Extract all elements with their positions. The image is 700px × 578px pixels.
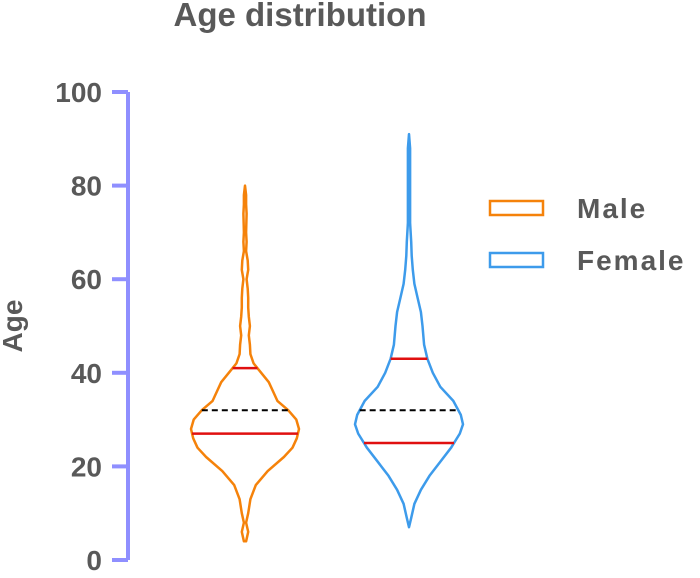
y-tick-label: 20 [71, 451, 102, 482]
violin-outline [353, 132, 465, 529]
y-tick-label: 100 [55, 77, 102, 108]
violin-outline [189, 184, 301, 543]
y-axis-title: Age [0, 300, 28, 353]
legend-label-male: Male [577, 193, 647, 224]
y-tick-label: 60 [71, 264, 102, 295]
legend: Male Female [488, 193, 686, 276]
legend-label-female: Female [577, 245, 686, 276]
y-tick-label: 0 [86, 545, 102, 576]
violin-plot-area [189, 132, 465, 543]
violin-male [189, 184, 301, 543]
chart-title: Age distribution [174, 0, 427, 33]
legend-swatch-male [488, 199, 545, 217]
y-tick-label: 40 [71, 358, 102, 389]
legend-swatch-female [488, 251, 545, 269]
violin-female [353, 132, 465, 529]
y-axis: 0 20 40 60 80 100 [55, 77, 130, 576]
y-tick-label: 80 [71, 171, 102, 202]
